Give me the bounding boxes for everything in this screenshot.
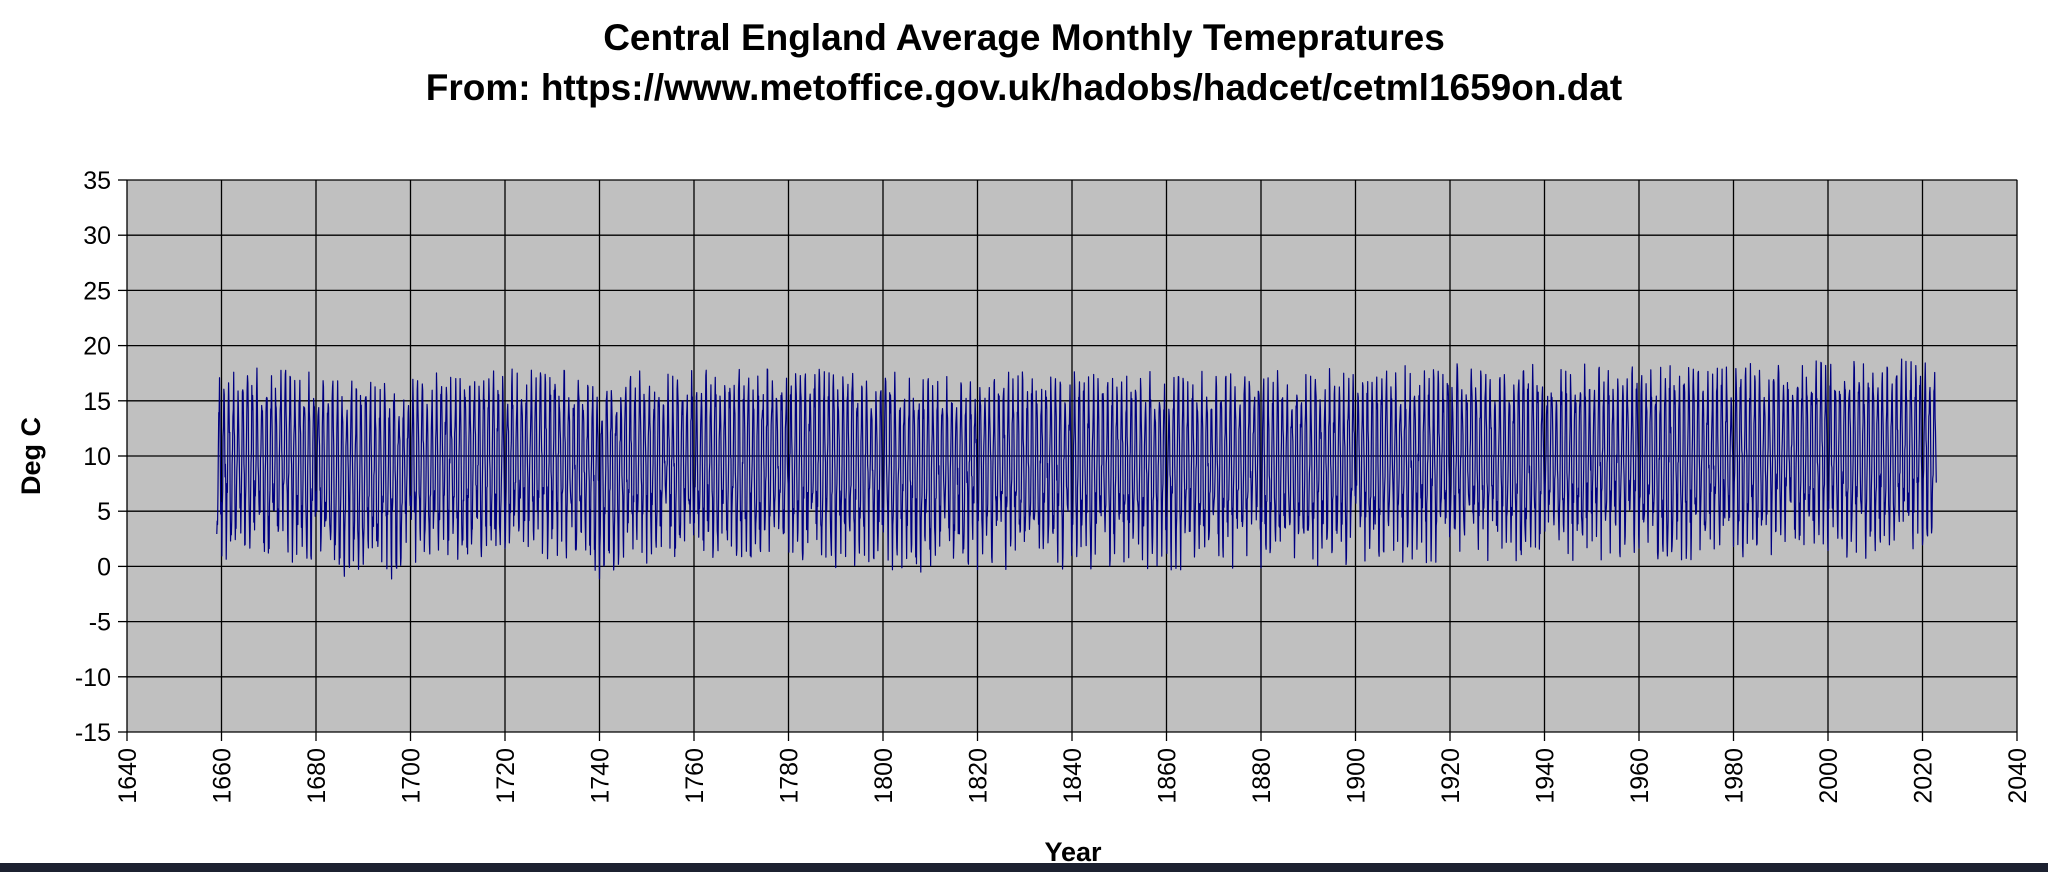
y-axis-ticks: 35 30 25 20 15 10 5 0 -5 -10 -15 [75, 167, 127, 747]
x-tick-label: 1920 [1437, 748, 1465, 804]
chart-title: Central England Average Monthly Temeprat… [603, 17, 1445, 58]
x-tick-label: 1900 [1343, 748, 1371, 804]
x-tick-label: 1800 [870, 748, 898, 804]
x-tick-label: 1940 [1532, 748, 1560, 804]
x-tick-label: 1740 [587, 748, 615, 804]
x-tick-label: 2000 [1815, 748, 1843, 804]
window-bottom-edge [0, 863, 2048, 872]
x-tick-label: 1660 [209, 748, 237, 804]
y-tick-label: 10 [83, 443, 111, 471]
y-tick-label: -15 [75, 719, 111, 747]
x-tick-label: 1720 [492, 748, 520, 804]
y-tick-label: 5 [97, 498, 111, 526]
y-tick-label: -5 [89, 609, 111, 637]
x-tick-label: 1840 [1059, 748, 1087, 804]
x-tick-label: 1680 [303, 748, 331, 804]
y-tick-label: 30 [83, 222, 111, 250]
x-axis-ticks: 1640 1660 1680 1700 1720 1740 1760 1780 1800 1820… [114, 732, 2032, 804]
x-tick-label: 1700 [398, 748, 426, 804]
y-tick-label: 15 [83, 388, 111, 416]
x-tick-label: 1760 [681, 748, 709, 804]
x-tick-label: 1820 [965, 748, 993, 804]
x-tick-label: 1880 [1248, 748, 1276, 804]
x-tick-label: 2040 [2004, 748, 2032, 804]
y-tick-label: 25 [83, 277, 111, 305]
y-axis-label: Deg C [16, 417, 46, 495]
y-tick-label: -10 [75, 664, 111, 692]
temperature-series-line [216, 358, 1937, 580]
x-tick-label: 1960 [1626, 748, 1654, 804]
y-tick-label: 0 [97, 553, 111, 581]
x-tick-label: 1860 [1154, 748, 1182, 804]
chart-subtitle: From: https://www.metoffice.gov.uk/hadob… [426, 67, 1623, 108]
x-gridlines [126, 180, 2018, 732]
y-tick-label: 35 [83, 167, 111, 195]
x-tick-label: 1640 [114, 748, 142, 804]
x-axis-label: Year [1044, 837, 1102, 867]
x-tick-label: 1780 [776, 748, 804, 804]
x-tick-label: 2020 [1910, 748, 1938, 804]
y-tick-label: 20 [83, 333, 111, 361]
x-tick-label: 1980 [1721, 748, 1749, 804]
